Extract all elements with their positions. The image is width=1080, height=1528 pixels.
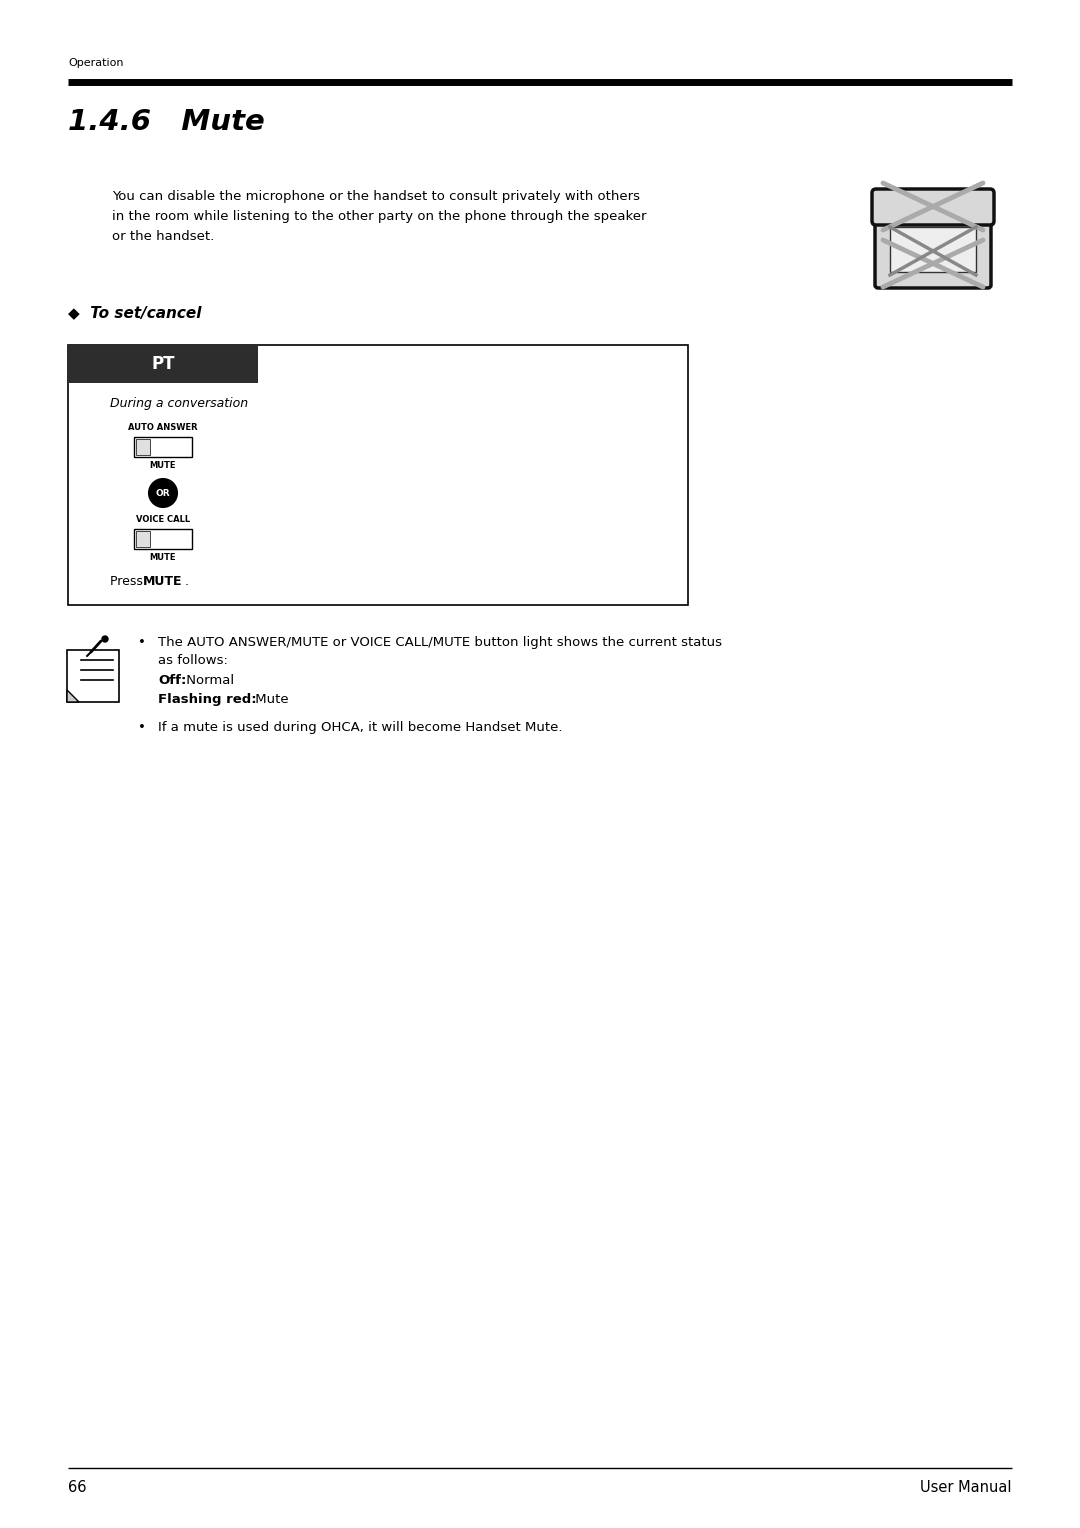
FancyBboxPatch shape — [67, 649, 119, 701]
Text: or the handset.: or the handset. — [112, 231, 214, 243]
FancyBboxPatch shape — [134, 437, 192, 457]
Text: If a mute is used during OHCA, it will become Handset Mute.: If a mute is used during OHCA, it will b… — [158, 721, 563, 733]
Circle shape — [102, 636, 108, 642]
Text: Off:: Off: — [158, 674, 187, 688]
Text: PT: PT — [151, 354, 175, 373]
Text: ◆  To set/cancel: ◆ To set/cancel — [68, 306, 202, 319]
Text: •: • — [138, 721, 146, 733]
Text: During a conversation: During a conversation — [110, 397, 248, 410]
Text: 66: 66 — [68, 1481, 86, 1494]
Text: VOICE CALL: VOICE CALL — [136, 515, 190, 524]
Text: AUTO ANSWER: AUTO ANSWER — [129, 423, 198, 432]
Text: Operation: Operation — [68, 58, 123, 69]
FancyBboxPatch shape — [136, 532, 150, 547]
Text: The AUTO ANSWER/MUTE or VOICE CALL/MUTE button light shows the current status: The AUTO ANSWER/MUTE or VOICE CALL/MUTE … — [158, 636, 723, 649]
Text: MUTE: MUTE — [143, 575, 183, 588]
Text: MUTE: MUTE — [150, 553, 176, 562]
Text: Mute: Mute — [251, 694, 288, 706]
FancyBboxPatch shape — [136, 439, 150, 455]
Text: as follows:: as follows: — [158, 654, 228, 668]
Text: User Manual: User Manual — [920, 1481, 1012, 1494]
Text: Normal: Normal — [183, 674, 234, 688]
Text: 1.4.6   Mute: 1.4.6 Mute — [68, 108, 265, 136]
Text: Press: Press — [110, 575, 147, 588]
FancyBboxPatch shape — [875, 202, 991, 287]
FancyBboxPatch shape — [890, 228, 976, 272]
Text: MUTE: MUTE — [150, 461, 176, 471]
Text: •: • — [138, 636, 146, 649]
FancyBboxPatch shape — [68, 345, 258, 384]
Text: OR: OR — [156, 489, 171, 498]
Text: .: . — [185, 575, 189, 588]
Circle shape — [149, 478, 177, 507]
Text: Flashing red:: Flashing red: — [158, 694, 257, 706]
FancyBboxPatch shape — [134, 529, 192, 549]
Polygon shape — [67, 691, 79, 701]
FancyBboxPatch shape — [872, 189, 994, 225]
Text: in the room while listening to the other party on the phone through the speaker: in the room while listening to the other… — [112, 209, 647, 223]
FancyBboxPatch shape — [68, 345, 688, 605]
Text: You can disable the microphone or the handset to consult privately with others: You can disable the microphone or the ha… — [112, 189, 640, 203]
